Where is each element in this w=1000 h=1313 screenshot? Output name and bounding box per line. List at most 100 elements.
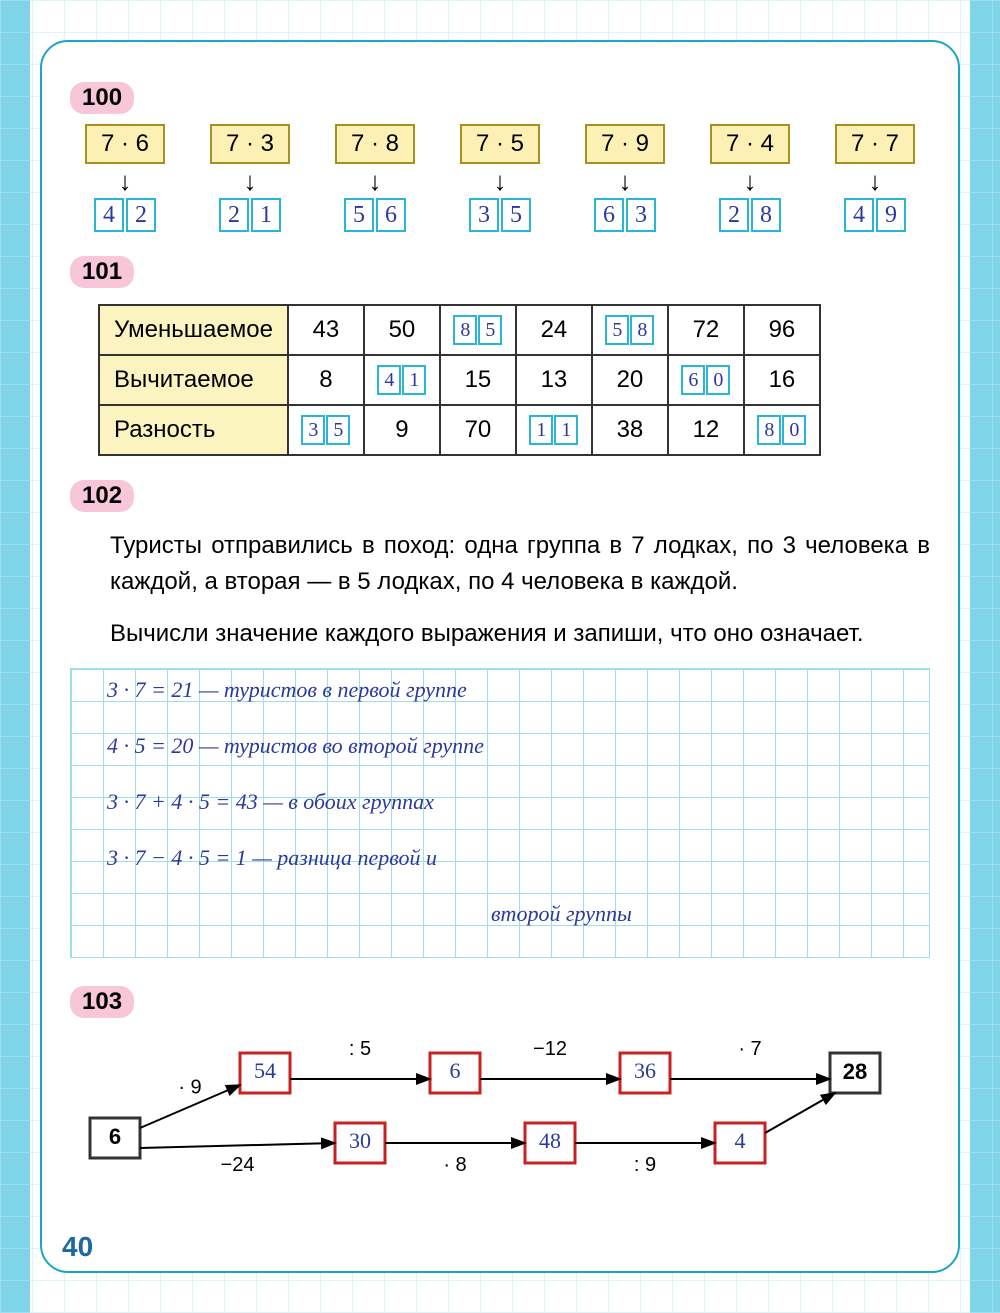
svg-text:−24: −24	[221, 1154, 255, 1176]
mult-question: 7 · 6	[85, 124, 165, 164]
answer-digit: 6	[376, 198, 406, 232]
arrow-down-icon: ↓	[619, 168, 632, 194]
exercise-103: 103 6546362830484· 9−24: 5· 8−12: 9· 7	[70, 986, 930, 1183]
answer-cells: 63	[594, 198, 656, 232]
answer-digit: 2	[126, 198, 156, 232]
svg-text:−12: −12	[533, 1038, 567, 1060]
table-row: Уменьшаемое43508524587296	[99, 305, 820, 355]
table-cell: 8	[288, 355, 364, 405]
multiplication-row: 7 · 6↓427 · 3↓217 · 8↓567 · 5↓357 · 9↓63…	[70, 124, 930, 232]
table-cell: 60	[668, 355, 744, 405]
answer-digit: 1	[251, 198, 281, 232]
exercise-102-text2: Вычисли значение каждого выражения и зап…	[110, 616, 930, 652]
mult-item: 7 · 4 ↓ 28	[695, 124, 805, 232]
svg-text:28: 28	[843, 1059, 867, 1084]
answer-digit: 8	[751, 198, 781, 232]
handwritten-line: 3 · 7 − 4 · 5 = 1 — разница первой и	[107, 845, 437, 871]
table-cell: 85	[440, 305, 516, 355]
svg-text:· 7: · 7	[738, 1038, 761, 1060]
table-cell: 24	[516, 305, 592, 355]
mult-item: 7 · 8 ↓ 56	[320, 124, 430, 232]
mult-item: 7 · 6 ↓ 42	[70, 124, 180, 232]
table-cell: 41	[364, 355, 440, 405]
mult-question: 7 · 7	[835, 124, 915, 164]
exercise-badge-102: 102	[70, 480, 134, 512]
mult-question: 7 · 5	[460, 124, 540, 164]
table-cell: 58	[592, 305, 668, 355]
answer-cells: 21	[219, 198, 281, 232]
answer-cells: 35	[469, 198, 531, 232]
answer-cells: 42	[94, 198, 156, 232]
row-label: Разность	[99, 405, 288, 455]
arrow-down-icon: ↓	[744, 168, 757, 194]
answer-digit: 6	[594, 198, 624, 232]
answer-cells: 49	[844, 198, 906, 232]
exercise-badge-103: 103	[70, 986, 134, 1018]
handwritten-cell: 35	[301, 415, 350, 445]
svg-text:54: 54	[254, 1058, 276, 1083]
arrow-down-icon: ↓	[119, 168, 132, 194]
exercise-100: 100 7 · 6↓427 · 3↓217 · 8↓567 · 5↓357 · …	[70, 82, 930, 232]
table-cell: 11	[516, 405, 592, 455]
mult-question: 7 · 8	[335, 124, 415, 164]
table-cell: 16	[744, 355, 820, 405]
table-cell: 20	[592, 355, 668, 405]
answer-digit: 5	[344, 198, 374, 232]
handwritten-line: 3 · 7 + 4 · 5 = 43 — в обоих группах	[107, 789, 434, 815]
answer-digit: 3	[469, 198, 499, 232]
answer-cells: 28	[719, 198, 781, 232]
handwritten-cell: 41	[377, 365, 426, 395]
exercise-badge-100: 100	[70, 82, 134, 114]
handwritten-line: 3 · 7 = 21 — туристов в первой группе	[107, 677, 467, 703]
row-label: Вычитаемое	[99, 355, 288, 405]
table-cell: 13	[516, 355, 592, 405]
subtraction-table: Уменьшаемое43508524587296Вычитаемое84115…	[98, 304, 821, 456]
svg-text:4: 4	[735, 1128, 746, 1153]
table-row: Вычитаемое8411513206016	[99, 355, 820, 405]
answer-digit: 9	[876, 198, 906, 232]
table-cell: 38	[592, 405, 668, 455]
table-cell: 12	[668, 405, 744, 455]
answer-digit: 4	[844, 198, 874, 232]
handwritten-cell: 58	[605, 315, 654, 345]
svg-text:· 8: · 8	[443, 1154, 466, 1176]
answer-digit: 3	[626, 198, 656, 232]
svg-text:6: 6	[450, 1058, 461, 1083]
mult-question: 7 · 4	[710, 124, 790, 164]
table-cell: 70	[440, 405, 516, 455]
table-cell: 35	[288, 405, 364, 455]
row-label: Уменьшаемое	[99, 305, 288, 355]
exercise-102: 102 Туристы отправились в поход: одна гр…	[70, 480, 930, 958]
page-content: 100 7 · 6↓427 · 3↓217 · 8↓567 · 5↓357 · …	[40, 40, 960, 1273]
chain-diagram: 6546362830484· 9−24: 5· 8−12: 9· 7	[70, 1028, 930, 1178]
handwritten-cell: 60	[681, 365, 730, 395]
mult-item: 7 · 9 ↓ 63	[570, 124, 680, 232]
handwritten-cell: 85	[453, 315, 502, 345]
mult-item: 7 · 5 ↓ 35	[445, 124, 555, 232]
svg-text:36: 36	[634, 1058, 656, 1083]
table-cell: 72	[668, 305, 744, 355]
arrow-down-icon: ↓	[494, 168, 507, 194]
arrow-down-icon: ↓	[369, 168, 382, 194]
mult-item: 7 · 7↓49	[820, 124, 930, 232]
handwritten-cell: 11	[529, 415, 578, 445]
exercise-102-text1: Туристы отправились в поход: одна группа…	[110, 528, 930, 600]
arrow-down-icon: ↓	[244, 168, 257, 194]
answer-cells: 56	[344, 198, 406, 232]
answer-digit: 4	[94, 198, 124, 232]
answer-digit: 5	[501, 198, 531, 232]
svg-text:· 9: · 9	[178, 1077, 201, 1099]
handwritten-cell: 80	[757, 415, 806, 445]
svg-text:30: 30	[349, 1128, 371, 1153]
svg-text:6: 6	[109, 1124, 121, 1149]
table-cell: 80	[744, 405, 820, 455]
table-cell: 43	[288, 305, 364, 355]
table-row: Разность3597011381280	[99, 405, 820, 455]
mult-question: 7 · 3	[210, 124, 290, 164]
exercise-102-answer-grid: 3 · 7 = 21 — туристов в первой группе4 ·…	[70, 668, 930, 958]
mult-question: 7 · 9	[585, 124, 665, 164]
handwritten-line: второй группы	[491, 901, 632, 927]
answer-digit: 2	[219, 198, 249, 232]
exercise-badge-101: 101	[70, 256, 134, 288]
svg-text:: 9: : 9	[634, 1154, 656, 1176]
